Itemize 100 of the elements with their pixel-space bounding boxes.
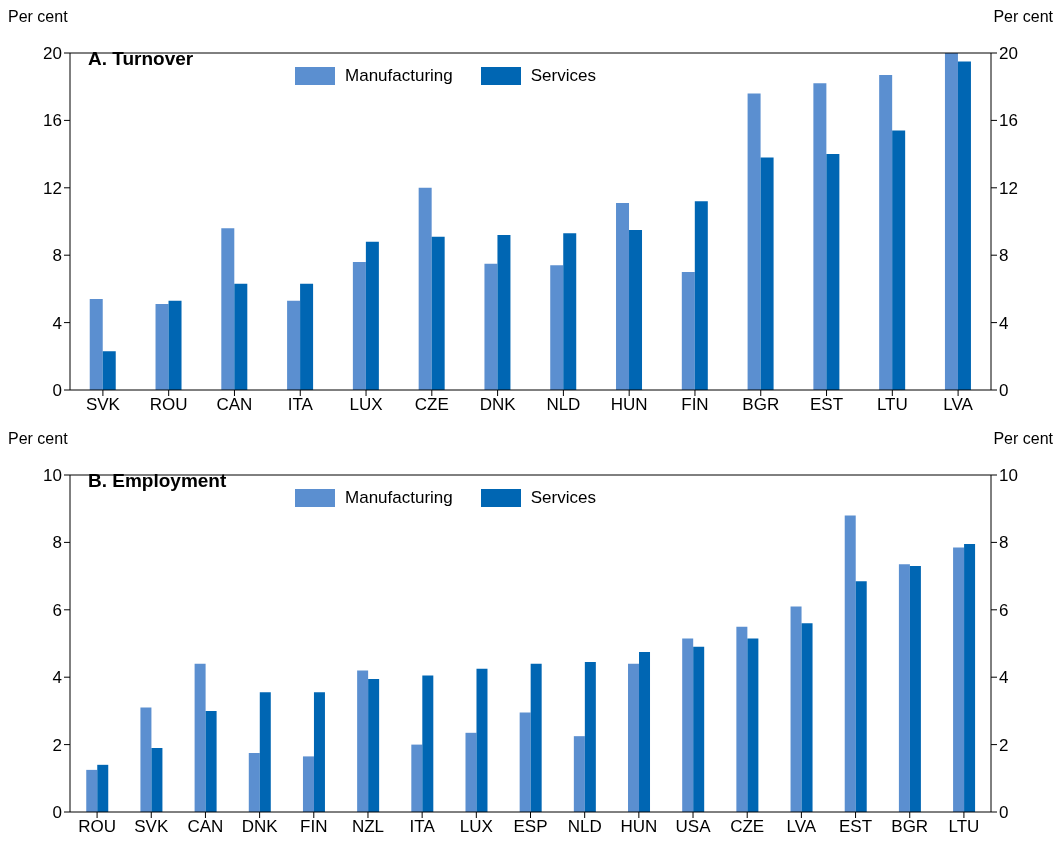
legend-label: Manufacturing — [345, 66, 453, 86]
bar — [352, 261, 366, 390]
bar — [957, 61, 971, 390]
bar — [879, 74, 893, 390]
bar — [221, 228, 235, 390]
x-tick-label: NZL — [351, 817, 385, 837]
y-tick-label: 12 — [43, 178, 62, 198]
bar — [898, 564, 910, 812]
x-tick-label: CAN — [187, 817, 224, 837]
bar — [357, 670, 369, 812]
bar — [681, 272, 695, 390]
y-tick-label: 20 — [43, 44, 62, 64]
x-tick-label: LVA — [786, 817, 817, 837]
x-tick-label: ROU — [149, 395, 188, 415]
bar — [422, 675, 434, 812]
x-tick-label: LVA — [943, 395, 974, 415]
x-tick-label: FIN — [681, 395, 709, 415]
y-tick-label: 10 — [43, 466, 62, 486]
bar — [155, 304, 169, 390]
y2-tick-label: 20 — [999, 44, 1018, 64]
x-tick-label: EST — [810, 395, 844, 415]
y-tick-label: 8 — [52, 246, 62, 266]
bar — [747, 638, 759, 812]
bar — [573, 736, 585, 812]
bar — [168, 300, 182, 390]
bar — [194, 663, 206, 812]
chart-title: A. Turnover — [88, 48, 194, 70]
bar — [102, 351, 116, 390]
y2-tick-label: 0 — [999, 381, 1009, 401]
bar — [892, 130, 906, 390]
bar — [368, 678, 380, 812]
bar — [205, 710, 217, 812]
bar — [140, 707, 152, 812]
x-tick-label: NLD — [567, 817, 602, 837]
bar — [418, 187, 432, 390]
bar — [964, 544, 976, 812]
y2-tick-label: 12 — [999, 178, 1018, 198]
bar — [465, 732, 477, 812]
bar — [736, 626, 748, 812]
y2-axis-title: Per cent — [993, 430, 1053, 448]
x-tick-label: LUX — [459, 817, 493, 837]
bar — [302, 756, 314, 812]
x-tick-label: CZE — [730, 817, 765, 837]
x-tick-label: LUX — [349, 395, 383, 415]
x-tick-label: ROU — [78, 817, 116, 837]
bar — [694, 201, 708, 390]
y-axis-title: Per cent — [8, 430, 68, 448]
legend-label: Services — [530, 488, 596, 508]
bar — [629, 229, 643, 390]
y2-tick-label: 2 — [999, 735, 1009, 755]
y2-tick-label: 4 — [999, 313, 1009, 333]
bar — [909, 565, 921, 812]
x-tick-label: DNK — [479, 395, 517, 415]
bar — [476, 668, 488, 812]
legend-label: Manufacturing — [345, 488, 453, 508]
y-tick-label: 0 — [52, 803, 62, 823]
y2-tick-label: 8 — [999, 533, 1009, 553]
y2-tick-label: 10 — [999, 466, 1018, 486]
x-tick-label: ESP — [513, 817, 548, 837]
x-tick-label: HUN — [620, 817, 658, 837]
y-tick-label: 2 — [52, 735, 62, 755]
bar — [97, 764, 109, 812]
bar — [234, 283, 248, 390]
bar — [760, 157, 774, 390]
bar — [300, 283, 314, 390]
y-tick-label: 6 — [52, 600, 62, 620]
bar — [801, 623, 813, 812]
bar — [844, 515, 856, 812]
y2-tick-label: 4 — [999, 668, 1009, 688]
bar — [313, 692, 325, 812]
chart-title: B. Employment — [88, 470, 227, 492]
bar — [855, 581, 867, 812]
bar — [89, 299, 103, 390]
bar — [826, 154, 840, 390]
x-tick-label: CZE — [414, 395, 449, 415]
y-tick-label: 4 — [52, 313, 62, 333]
y-axis-title: Per cent — [8, 8, 68, 26]
x-tick-label: DNK — [241, 817, 279, 837]
x-tick-label: HUN — [610, 395, 648, 415]
bar — [953, 547, 965, 812]
x-tick-label: BGR — [891, 817, 929, 837]
bar — [431, 236, 445, 390]
y2-tick-label: 6 — [999, 600, 1009, 620]
bar — [563, 233, 577, 390]
x-tick-label: SVK — [134, 817, 169, 837]
bar — [639, 651, 651, 812]
bar — [365, 241, 379, 390]
bar — [682, 638, 694, 812]
x-tick-label: ITA — [409, 817, 436, 837]
bar — [259, 692, 271, 812]
bar — [497, 234, 511, 390]
bar — [151, 747, 163, 812]
bar — [790, 606, 802, 812]
y2-tick-label: 8 — [999, 246, 1009, 266]
bar — [519, 712, 531, 812]
y2-tick-label: 0 — [999, 803, 1009, 823]
y-tick-label: 0 — [52, 381, 62, 401]
x-tick-label: BGR — [742, 395, 780, 415]
x-tick-label: USA — [675, 817, 712, 837]
x-tick-label: EST — [839, 817, 873, 837]
